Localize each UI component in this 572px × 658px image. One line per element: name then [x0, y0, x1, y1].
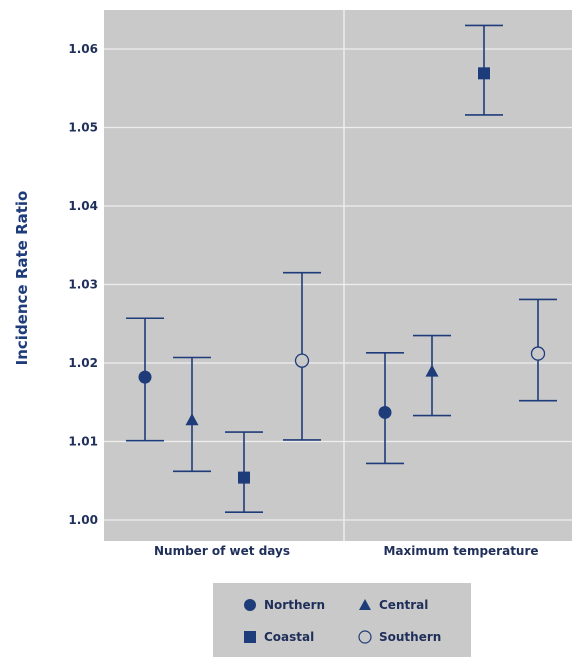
legend-label: Central: [379, 598, 429, 612]
legend-label: Northern: [264, 598, 326, 612]
y-tick-1.01: 1.01: [68, 435, 98, 449]
marker-triangle-filled: [425, 364, 439, 377]
legend-item-southern: Southern: [358, 630, 441, 644]
legend-item-central: Central: [358, 598, 428, 612]
point-southern-cat0: [283, 271, 321, 441]
marker-circle-open: [530, 346, 546, 361]
y-tick-1.05: 1.05: [68, 121, 98, 135]
y-tick-labels: 1.00 1.01 1.02 1.03 1.04 1.05 1.06: [68, 42, 98, 527]
legend-item-coastal: Coastal: [243, 630, 314, 644]
category-label-1: Maximum temperature: [383, 544, 538, 558]
marker-triangle-filled: [185, 413, 199, 426]
point-coastal-cat1: [465, 24, 503, 116]
legend-item-northern: Northern: [243, 598, 325, 612]
legend-marker-square-filled: [244, 631, 256, 643]
point-northern-cat1: [366, 351, 404, 465]
legend-marker-triangle-filled: [359, 599, 371, 610]
legend-marker-circle-open: [358, 630, 372, 644]
legend-label: Southern: [379, 630, 442, 644]
point-northern-cat0: [126, 317, 164, 442]
category-labels: Number of wet days Maximum temperature: [154, 544, 539, 558]
plot-area: [104, 10, 572, 541]
gridlines: [104, 10, 572, 541]
y-tick-1.00: 1.00: [68, 513, 98, 527]
marker-square-filled: [238, 471, 250, 484]
marker-circle-filled: [378, 405, 392, 419]
y-axis-label: Incidence Rate Ratio: [13, 191, 31, 366]
point-southern-cat1: [519, 298, 557, 402]
category-label-0: Number of wet days: [154, 544, 290, 558]
legend: Northern Central Coastal Southern: [213, 583, 471, 657]
y-tick-1.04: 1.04: [68, 199, 98, 213]
marker-square-filled: [478, 67, 490, 80]
y-tick-1.06: 1.06: [68, 42, 98, 56]
y-tick-1.03: 1.03: [68, 278, 98, 292]
legend-label: Coastal: [264, 630, 315, 644]
data-marks: [126, 24, 557, 513]
marker-circle-open: [294, 353, 310, 368]
point-coastal-cat0: [225, 431, 263, 513]
point-central-cat1: [413, 334, 451, 417]
marker-circle-filled: [138, 370, 152, 384]
point-central-cat0: [173, 356, 211, 473]
legend-marker-circle-filled: [244, 599, 256, 611]
y-tick-1.02: 1.02: [68, 356, 98, 370]
error-bar-chart: 1.00 1.01 1.02 1.03 1.04 1.05 1.06 Number of w…: [13, 10, 572, 558]
